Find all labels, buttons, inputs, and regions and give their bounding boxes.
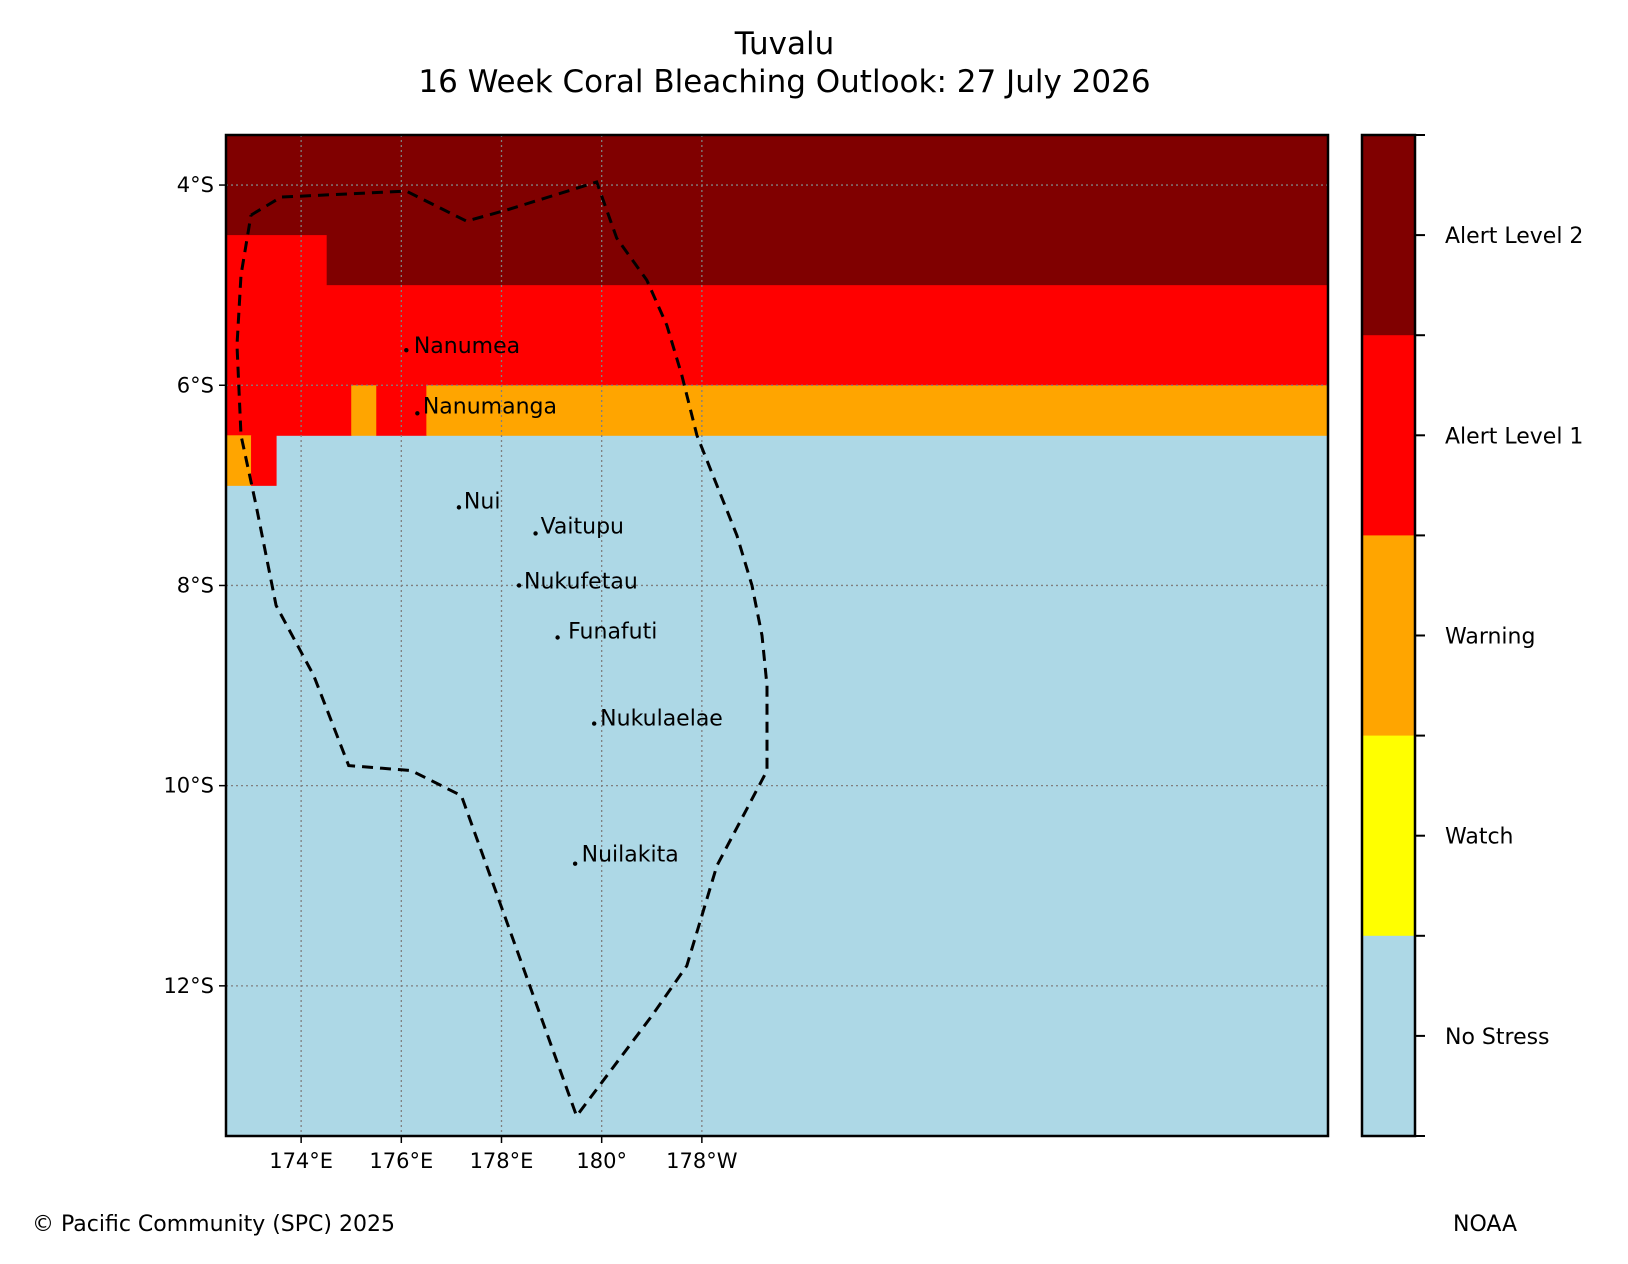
island-label-nanumea: Nanumea — [414, 334, 520, 359]
x-tick-label: 180° — [576, 1149, 627, 1173]
island-label-nukulaelae: Nukulaelae — [600, 707, 723, 732]
x-tick-label: 176°E — [369, 1149, 433, 1173]
legend-label-watch: Watch — [1445, 825, 1514, 850]
island-marker-nanumea — [404, 348, 409, 353]
island-label-nanumanga: Nanumanga — [423, 394, 557, 419]
island-marker-nuilakita — [572, 861, 578, 866]
legend-swatch-alert-level-1 — [1362, 335, 1415, 536]
island-marker-vaitupu — [533, 531, 538, 536]
legend-colorbar: Alert Level 2 Alert Level 1 Warning Watch No… — [1360, 133, 1583, 1138]
stress-cell-warning — [426, 385, 1329, 436]
island-marker-nanumanga — [415, 411, 420, 416]
footer-source: NOAA — [1453, 1212, 1518, 1237]
stress-cell-alert-level-2 — [326, 235, 1329, 286]
island-marker-nukulaelae — [591, 721, 597, 726]
footer-credit: © Pacific Community (SPC) 2025 — [32, 1212, 395, 1237]
map-subtitle: 16 Week Coral Bleaching Outlook: 27 July… — [418, 64, 1151, 100]
legend-label-alert-level-1: Alert Level 1 — [1445, 424, 1583, 449]
legend-label-no-stress: No Stress — [1445, 1025, 1550, 1050]
x-tick-label: 178°E — [470, 1149, 534, 1173]
y-tick-label: 4°S — [177, 173, 214, 197]
legend-label-alert-level-2: Alert Level 2 — [1445, 224, 1583, 249]
island-label-nuilakita: Nuilakita — [582, 843, 679, 868]
x-tick-label: 178°W — [666, 1149, 738, 1173]
island-marker-nukufetau — [516, 583, 522, 588]
island-label-nui: Nui — [464, 489, 501, 514]
x-axis: 174°E 176°E 178°E 180° 178°W — [269, 1136, 738, 1173]
island-layer: Nanumea Nanumanga Nui Vaitupu Nukufetau Funaf… — [404, 334, 723, 868]
y-tick-label: 10°S — [163, 774, 214, 798]
map-frame — [224, 133, 1330, 1138]
map-title-region: Tuvalu 16 Week Coral Bleaching Outlook: … — [0, 26, 1569, 100]
gridlines — [226, 135, 1328, 1136]
stress-cell-alert-level-1 — [226, 385, 352, 436]
y-tick-label: 6°S — [177, 373, 214, 397]
legend-swatch-no-stress — [1362, 935, 1415, 1137]
y-tick-label: 8°S — [177, 573, 214, 597]
y-tick-label: 12°S — [163, 974, 214, 998]
map-panel: Nanumea Nanumanga Nui Vaitupu Nukufetau Funaf… — [163, 133, 1330, 1173]
x-tick-label: 174°E — [269, 1149, 333, 1173]
island-marker-funafuti — [555, 635, 560, 640]
stress-layer — [226, 135, 1329, 486]
island-label-funafuti: Funafuti — [568, 619, 657, 644]
legend-swatch-alert-level-2 — [1362, 135, 1415, 336]
legend-label-warning: Warning — [1445, 625, 1535, 650]
island-label-vaitupu: Vaitupu — [541, 514, 624, 539]
legend-swatch-warning — [1362, 535, 1415, 737]
stress-cell-alert-level-1 — [226, 285, 1329, 386]
map-title: Tuvalu — [734, 26, 835, 62]
island-marker-nui — [456, 505, 462, 510]
stress-cell-alert-level-1 — [251, 435, 277, 486]
eez-boundary — [235, 180, 769, 1120]
stress-cell-warning — [351, 385, 377, 436]
y-axis: 4°S 6°S 8°S 10°S 12°S — [163, 173, 226, 998]
island-label-nukufetau: Nukufetau — [524, 569, 638, 594]
legend-frame — [1360, 133, 1417, 1138]
legend-swatch-watch — [1362, 735, 1415, 937]
